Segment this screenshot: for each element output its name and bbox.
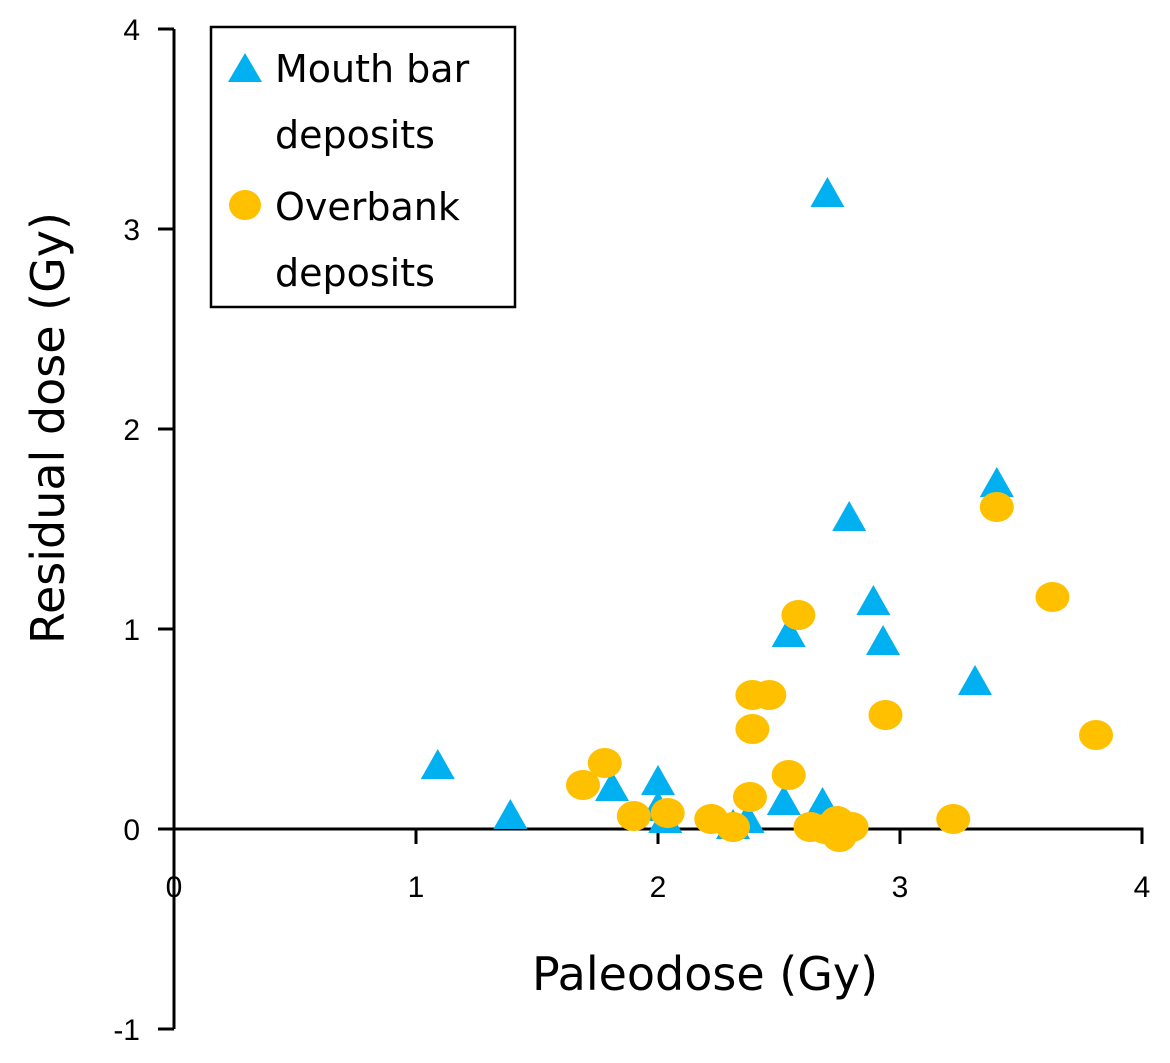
triangle-point xyxy=(810,177,845,207)
legend-box xyxy=(209,25,517,309)
y-tick-label: 4 xyxy=(123,14,140,47)
circle-point xyxy=(1035,582,1070,612)
circle-point xyxy=(1079,720,1114,750)
circle-point xyxy=(752,680,787,710)
legend-circle-marker xyxy=(229,190,261,220)
triangle-point xyxy=(595,771,630,801)
circle-point xyxy=(587,748,622,778)
circle-point xyxy=(735,714,770,744)
circle-point xyxy=(781,600,816,630)
triangle-point xyxy=(493,799,528,829)
circle-point xyxy=(771,760,806,790)
circle-point xyxy=(716,812,751,842)
x-tick-label: 2 xyxy=(650,871,667,904)
y-tick-label: 1 xyxy=(123,614,140,647)
circle-point xyxy=(565,770,600,800)
x-tick-label: 3 xyxy=(892,871,909,904)
circle-point xyxy=(834,812,869,842)
legend: Mouth bar deposits Overbank deposits xyxy=(209,25,517,309)
x-axis-title: Paleodose (Gy) xyxy=(532,947,878,1001)
triangle-point xyxy=(641,765,675,795)
circle-point xyxy=(732,782,767,812)
legend-triangle-marker xyxy=(228,53,262,82)
y-axis-ticks: -1 0 1 2 3 4 xyxy=(113,14,174,1047)
triangle-point xyxy=(771,617,806,647)
y-tick-label: 2 xyxy=(123,414,140,447)
y-axis-title: Residual dose (Gy) xyxy=(21,212,75,644)
x-tick-label: 0 xyxy=(166,871,183,904)
triangle-point xyxy=(766,785,801,815)
circle-point xyxy=(868,700,903,730)
circle-point xyxy=(936,804,971,834)
circle-point xyxy=(650,798,685,828)
data-points xyxy=(420,177,1114,852)
circle-point xyxy=(616,801,651,831)
x-tick-label: 1 xyxy=(408,871,425,904)
legend-label-overbank-line2: deposits xyxy=(275,251,435,295)
y-tick-label: 3 xyxy=(123,214,140,247)
triangle-point xyxy=(856,585,891,615)
x-axis-ticks: 0 1 2 3 4 xyxy=(166,829,1151,904)
y-tick-label: 0 xyxy=(123,814,140,847)
circle-point xyxy=(979,492,1014,522)
triangle-point xyxy=(832,501,867,531)
series-overbank-deposits xyxy=(565,492,1114,852)
legend-label-overbank-line1: Overbank xyxy=(275,185,460,229)
x-tick-label: 4 xyxy=(1134,871,1151,904)
triangle-point xyxy=(979,467,1014,497)
y-tick-label: -1 xyxy=(113,1014,140,1047)
legend-label-mouth-bar-line2: deposits xyxy=(275,113,435,157)
triangle-point xyxy=(420,749,455,779)
triangle-point xyxy=(866,625,901,655)
legend-label-mouth-bar-line1: Mouth bar xyxy=(275,47,470,91)
triangle-point xyxy=(958,665,993,695)
